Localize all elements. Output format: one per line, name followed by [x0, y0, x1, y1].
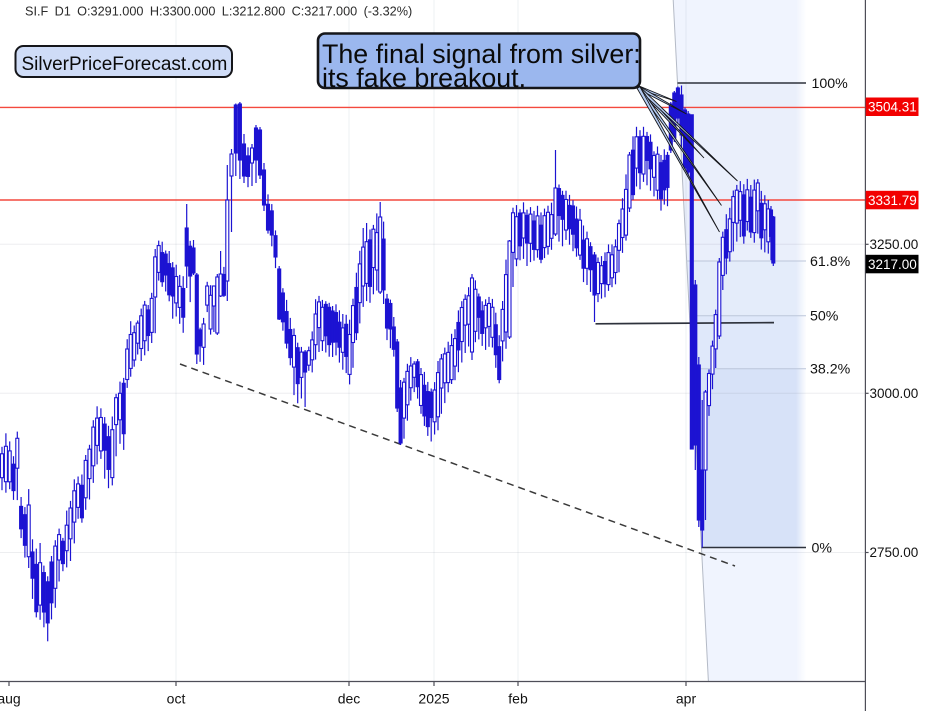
svg-text:aug: aug	[0, 691, 21, 707]
svg-text:The final signal from silver:: The final signal from silver:	[322, 39, 641, 69]
svg-text:dec: dec	[338, 691, 361, 707]
svg-text:oct: oct	[167, 691, 186, 707]
svg-text:3217.00: 3217.00	[868, 257, 917, 272]
svg-text:0%: 0%	[812, 540, 833, 556]
svg-text:3250.00: 3250.00	[870, 237, 919, 252]
svg-text:SI.F D1 O:3291.000 H:3300.000: SI.F D1 O:3291.000 H:3300.000 L:3212.800…	[25, 5, 412, 19]
svg-text:38.2%: 38.2%	[810, 362, 851, 378]
svg-text:SilverPriceForecast.com: SilverPriceForecast.com	[22, 54, 228, 75]
svg-text:50%: 50%	[810, 309, 839, 325]
svg-text:2025: 2025	[418, 691, 449, 707]
svg-text:3504.31: 3504.31	[868, 100, 917, 115]
svg-text:3000.00: 3000.00	[870, 386, 919, 401]
svg-text:apr: apr	[676, 691, 697, 707]
svg-text:its fake breakout.: its fake breakout.	[322, 63, 526, 93]
svg-text:61.8%: 61.8%	[810, 254, 851, 270]
svg-text:feb: feb	[508, 691, 528, 707]
svg-text:100%: 100%	[812, 76, 849, 92]
svg-text:3331.79: 3331.79	[868, 193, 917, 208]
svg-text:2750.00: 2750.00	[870, 545, 919, 560]
